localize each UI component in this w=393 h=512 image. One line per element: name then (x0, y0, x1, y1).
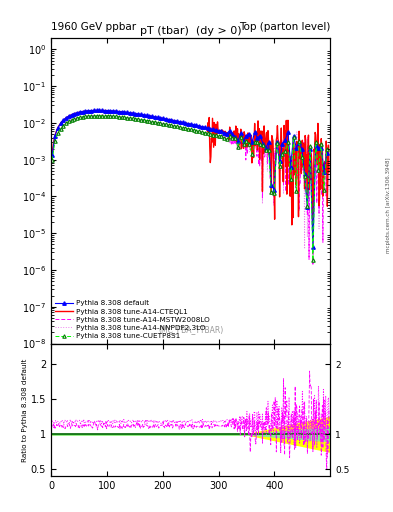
Pythia 8.308 default (216, 127, 221, 134)
Pythia 8.308 tune-CUETP8S1 (105, 113, 110, 119)
Pythia 8.308 tune-CUETP8S1 (316, 166, 321, 173)
Pythia 8.308 tune-A14-MSTW2008LO (215, 133, 220, 139)
Pythia 8.308 tune-A14-MSTW2008LO (277, 158, 282, 164)
Text: mcplots.cern.ch [arXiv:1306.3948]: mcplots.cern.ch [arXiv:1306.3948] (386, 157, 391, 252)
Pythia 8.308 default (325, 150, 329, 156)
Pythia 8.308 tune-A14-MSTW2008LO (310, 261, 315, 267)
Pythia 8.308 default (50, 152, 55, 158)
Pythia 8.308 tune-A14-CTEQL1 (96, 108, 101, 114)
Pythia 8.308 tune-CUETP8S1 (50, 157, 55, 163)
Text: (MC_FBA_TTBAR): (MC_FBA_TTBAR) (158, 325, 223, 334)
Pythia 8.308 tune-A14-CTEQL1 (277, 194, 282, 200)
Pythia 8.308 tune-A14-NNPDF2.3LO (184, 125, 188, 131)
Pythia 8.308 tune-A14-CTEQL1 (327, 168, 331, 175)
Pythia 8.308 tune-A14-MSTW2008LO (184, 125, 188, 132)
Pythia 8.308 tune-A14-NNPDF2.3LO (277, 162, 282, 168)
Pythia 8.308 tune-A14-NNPDF2.3LO (200, 129, 205, 135)
Pythia 8.308 default (194, 122, 199, 129)
Pythia 8.308 tune-A14-MSTW2008LO (200, 129, 205, 135)
Y-axis label: Ratio to Pythia 8.308 default: Ratio to Pythia 8.308 default (22, 358, 28, 461)
Pythia 8.308 tune-CUETP8S1 (97, 113, 102, 119)
Line: Pythia 8.308 tune-A14-CTEQL1: Pythia 8.308 tune-A14-CTEQL1 (52, 111, 329, 238)
Pythia 8.308 tune-CUETP8S1 (194, 127, 199, 134)
Line: Pythia 8.308 tune-A14-NNPDF2.3LO: Pythia 8.308 tune-A14-NNPDF2.3LO (52, 115, 329, 253)
Title: pT (tbar)  (dy > 0): pT (tbar) (dy > 0) (140, 26, 241, 36)
Pythia 8.308 tune-A14-NNPDF2.3LO (327, 189, 331, 195)
Pythia 8.308 default (116, 109, 121, 115)
Pythia 8.308 tune-CUETP8S1 (310, 257, 315, 263)
Pythia 8.308 tune-A14-CTEQL1 (200, 124, 205, 130)
Pythia 8.308 tune-A14-CTEQL1 (321, 187, 326, 193)
Pythia 8.308 tune-A14-MSTW2008LO (321, 168, 326, 175)
Pythia 8.308 tune-CUETP8S1 (116, 114, 121, 120)
Pythia 8.308 tune-A14-MSTW2008LO (182, 125, 187, 131)
Text: Top (parton level): Top (parton level) (239, 22, 330, 32)
Line: Pythia 8.308 tune-CUETP8S1: Pythia 8.308 tune-CUETP8S1 (50, 114, 329, 262)
Pythia 8.308 tune-A14-CTEQL1 (215, 119, 220, 125)
Pythia 8.308 tune-A14-CTEQL1 (184, 120, 188, 126)
Text: 1960 GeV ppbar: 1960 GeV ppbar (51, 22, 136, 32)
Pythia 8.308 tune-A14-NNPDF2.3LO (310, 250, 315, 256)
Pythia 8.308 default (105, 108, 110, 114)
Pythia 8.308 tune-A14-NNPDF2.3LO (215, 133, 220, 139)
Pythia 8.308 default (97, 108, 102, 114)
Legend: Pythia 8.308 default, Pythia 8.308 tune-A14-CTEQL1, Pythia 8.308 tune-A14-MSTW20: Pythia 8.308 default, Pythia 8.308 tune-… (53, 297, 213, 342)
Pythia 8.308 tune-CUETP8S1 (325, 146, 329, 152)
Pythia 8.308 tune-A14-CTEQL1 (50, 152, 55, 158)
Pythia 8.308 default (305, 204, 310, 210)
Line: Pythia 8.308 tune-A14-MSTW2008LO: Pythia 8.308 tune-A14-MSTW2008LO (52, 115, 329, 264)
Pythia 8.308 default (316, 145, 321, 151)
Pythia 8.308 tune-A14-CTEQL1 (182, 120, 187, 126)
Pythia 8.308 tune-A14-NNPDF2.3LO (50, 157, 55, 163)
Pythia 8.308 tune-A14-CTEQL1 (310, 234, 315, 241)
Pythia 8.308 tune-CUETP8S1 (305, 203, 310, 209)
Pythia 8.308 tune-A14-NNPDF2.3LO (182, 125, 187, 131)
Pythia 8.308 tune-CUETP8S1 (216, 133, 221, 139)
Pythia 8.308 tune-A14-NNPDF2.3LO (93, 112, 98, 118)
Pythia 8.308 tune-A14-NNPDF2.3LO (321, 164, 326, 170)
Pythia 8.308 tune-A14-MSTW2008LO (50, 157, 55, 163)
Pythia 8.308 default (310, 244, 315, 250)
Pythia 8.308 tune-A14-MSTW2008LO (99, 112, 104, 118)
Line: Pythia 8.308 default: Pythia 8.308 default (50, 109, 329, 249)
Pythia 8.308 tune-A14-MSTW2008LO (327, 170, 331, 176)
